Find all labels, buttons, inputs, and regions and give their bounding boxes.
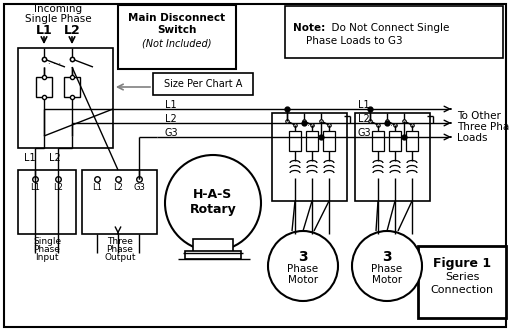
Bar <box>118 5 236 69</box>
Text: Phase: Phase <box>34 245 61 254</box>
Text: L2: L2 <box>64 24 80 36</box>
Text: Connection: Connection <box>430 285 493 295</box>
Text: Main Disconnect: Main Disconnect <box>128 13 225 23</box>
Text: Input: Input <box>35 253 59 261</box>
Bar <box>18 170 76 234</box>
Text: Phase: Phase <box>287 264 318 274</box>
Text: L1: L1 <box>24 153 36 163</box>
Bar <box>82 170 157 234</box>
Text: G3: G3 <box>165 128 178 138</box>
Bar <box>371 131 383 151</box>
Bar <box>185 251 241 259</box>
Text: Single Phase: Single Phase <box>24 14 91 24</box>
Text: Phase: Phase <box>371 264 402 274</box>
Text: Series: Series <box>444 272 478 282</box>
Text: 3: 3 <box>381 250 391 264</box>
Circle shape <box>267 231 337 301</box>
Text: L2: L2 <box>53 182 63 192</box>
Text: L2: L2 <box>113 182 123 192</box>
Text: 3: 3 <box>298 250 307 264</box>
Text: L1: L1 <box>357 100 369 110</box>
Text: L2: L2 <box>49 153 61 163</box>
Text: . . .: . . . <box>302 118 315 127</box>
Bar <box>271 113 346 201</box>
Text: . . .: . . . <box>48 57 62 66</box>
Text: Note:: Note: <box>293 23 325 33</box>
Bar <box>289 131 300 151</box>
Bar <box>285 6 502 58</box>
Text: G3: G3 <box>357 128 371 138</box>
Text: L2: L2 <box>165 114 177 124</box>
Text: Single: Single <box>33 237 61 246</box>
Bar <box>405 131 417 151</box>
Text: H-A-S: H-A-S <box>193 188 232 202</box>
Text: Motor: Motor <box>371 275 401 285</box>
Text: Size Per Chart A: Size Per Chart A <box>163 79 242 89</box>
Bar <box>322 131 334 151</box>
Text: Do Not Connect Single: Do Not Connect Single <box>324 23 448 33</box>
Text: Rotary: Rotary <box>189 203 236 215</box>
Bar <box>18 48 113 148</box>
Text: . . .: . . . <box>385 118 398 127</box>
Circle shape <box>165 155 261 251</box>
Circle shape <box>351 231 421 301</box>
Text: Incoming: Incoming <box>34 4 82 14</box>
Text: Loads: Loads <box>456 133 487 143</box>
Text: Phase Loads to G3: Phase Loads to G3 <box>293 36 402 46</box>
Bar <box>388 131 400 151</box>
Text: Motor: Motor <box>288 275 318 285</box>
Text: Figure 1: Figure 1 <box>432 257 490 269</box>
Bar <box>153 73 252 95</box>
Bar <box>64 77 80 97</box>
Bar <box>192 239 233 253</box>
Bar <box>305 131 318 151</box>
Text: Three Phase: Three Phase <box>456 122 509 132</box>
Text: L1: L1 <box>30 182 40 192</box>
Bar <box>36 77 52 97</box>
Text: Phase: Phase <box>106 245 133 254</box>
Text: L2: L2 <box>357 114 369 124</box>
Text: Switch: Switch <box>157 25 196 35</box>
Text: Three: Three <box>107 237 133 246</box>
Text: L1: L1 <box>92 182 102 192</box>
Text: To Other: To Other <box>456 111 500 121</box>
Bar <box>417 246 505 318</box>
Text: (Not Included): (Not Included) <box>142 38 211 48</box>
Text: Output: Output <box>104 253 135 261</box>
Text: L1: L1 <box>36 24 52 36</box>
Bar <box>354 113 429 201</box>
Text: L1: L1 <box>165 100 176 110</box>
Text: G3: G3 <box>133 182 145 192</box>
